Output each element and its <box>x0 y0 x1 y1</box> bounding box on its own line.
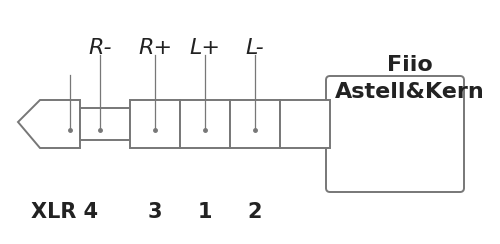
Text: Astell&Kern: Astell&Kern <box>335 82 485 102</box>
Text: 2: 2 <box>248 202 262 222</box>
Bar <box>280 100 330 148</box>
Text: 3: 3 <box>148 202 162 222</box>
Text: 1: 1 <box>198 202 212 222</box>
Bar <box>230 100 280 148</box>
Bar <box>80 108 130 140</box>
Bar <box>130 100 180 148</box>
Polygon shape <box>18 100 80 148</box>
Text: R-: R- <box>88 38 112 58</box>
Text: R+: R+ <box>138 38 172 58</box>
Text: L+: L+ <box>190 38 220 58</box>
Text: L-: L- <box>246 38 264 58</box>
Text: XLR 4: XLR 4 <box>32 202 98 222</box>
Text: Fiio: Fiio <box>387 55 433 75</box>
FancyBboxPatch shape <box>326 76 464 192</box>
Bar <box>180 100 230 148</box>
